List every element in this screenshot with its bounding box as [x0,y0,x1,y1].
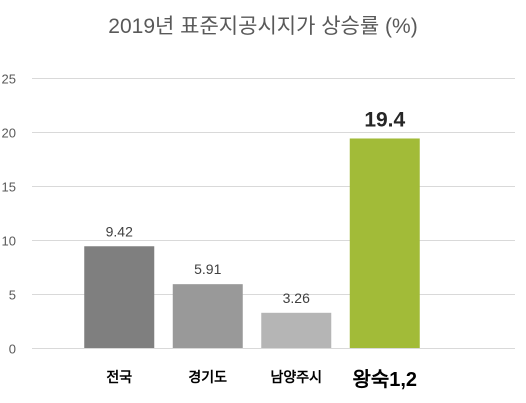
chart-title: 2019년 표준지공시지가 상승률 (%) [108,15,417,38]
x-axis: 전국 경기도 남양주시 왕숙1,2 [106,368,417,391]
y-tick-label: 25 [2,72,16,87]
data-label-3: 19.4 [364,108,405,131]
bar-2 [261,312,332,348]
y-tick-label: 0 [9,342,16,357]
x-tick-label-3: 왕숙1,2 [352,368,417,391]
data-label-1: 5.91 [194,261,221,277]
bar-3 [349,138,420,348]
y-tick-label: 20 [2,126,16,141]
y-tick-label: 15 [2,180,16,195]
bar-0 [84,246,155,348]
data-label-0: 9.42 [106,223,133,239]
bars [84,138,420,348]
y-tick-label: 10 [2,234,16,249]
x-tick-label-0: 전국 [106,369,132,385]
value-labels: 9.42 5.91 3.26 19.4 [106,108,406,305]
x-tick-label-1: 경기도 [188,369,227,385]
bar-1 [172,284,243,348]
data-label-2: 3.26 [283,290,310,306]
y-tick-label: 5 [9,288,16,303]
x-tick-label-2: 남양주시 [270,369,322,385]
y-axis: 0 5 10 15 20 25 [2,72,16,357]
